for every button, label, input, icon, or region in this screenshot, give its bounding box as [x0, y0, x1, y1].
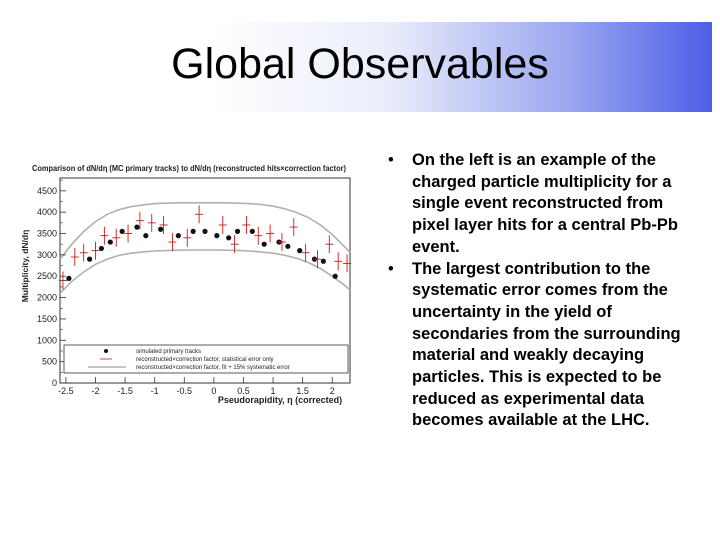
band-upper-line	[59, 202, 351, 260]
data-point-cross	[277, 233, 286, 252]
data-point-cross	[254, 226, 263, 245]
data-point-cross	[195, 205, 204, 224]
y-tick-label: 2500	[37, 271, 57, 281]
x-tick-label: 0.5	[237, 386, 250, 396]
y-tick-label: 4500	[37, 186, 57, 196]
data-point-dot	[86, 256, 93, 262]
data-point-dot	[158, 226, 164, 232]
data-point-dot	[202, 228, 208, 234]
data-point-cross	[301, 243, 310, 262]
x-tick-label: 1.5	[296, 386, 309, 396]
y-tick-label: 4000	[37, 207, 57, 217]
data-point-dot	[234, 228, 241, 234]
slide-title: Global Observables	[171, 40, 549, 88]
data-point-cross	[70, 248, 79, 267]
axis-ticks: 0 500 1000 1500 2000 2500 3000 3500 4000 4500 -2.5…	[37, 179, 335, 396]
x-tick-label: -0.5	[177, 386, 193, 396]
data-point-cross	[168, 233, 177, 252]
bullet-marker: •	[388, 259, 394, 278]
chart-x-axis-label: Pseudorapidity, η (corrected)	[218, 395, 342, 405]
data-point-dot	[320, 258, 326, 264]
data-point-cross	[183, 228, 192, 247]
data-marks	[58, 205, 352, 290]
legend-label: reconstructed×correction factor, statist…	[136, 357, 274, 363]
chart-title: Comparison of dN/dη (MC primary tracks) …	[32, 164, 346, 173]
data-point-cross	[334, 252, 343, 271]
data-point-dot	[119, 228, 125, 234]
data-point-dot	[249, 228, 255, 234]
data-point-dot	[134, 224, 140, 230]
data-point-dot	[297, 248, 303, 254]
chart-y-axis-label: Multiplicity, dN/dη	[20, 230, 30, 303]
data-point-cross	[289, 218, 298, 237]
bullet-item: • The largest contribution to the systema…	[388, 259, 688, 433]
data-point-cross	[230, 235, 239, 254]
data-point-cross	[79, 243, 88, 262]
data-point-dot	[261, 241, 267, 247]
legend: simulated primary tracks reconstructed×c…	[63, 344, 349, 374]
x-tick-label: -2	[92, 386, 100, 396]
x-tick-label: 0	[211, 386, 216, 396]
legend-dot-marker	[104, 349, 108, 353]
x-tick-label: -2.5	[58, 386, 74, 396]
bullet-marker: •	[388, 151, 394, 169]
data-point-cross	[135, 211, 144, 230]
data-point-dot	[98, 245, 105, 252]
legend-label: simulated primary tracks	[136, 349, 201, 355]
data-point-cross	[147, 213, 156, 232]
data-point-cross	[112, 228, 121, 247]
data-point-cross	[266, 224, 275, 243]
data-point-cross	[343, 254, 352, 273]
data-point-dot	[66, 275, 72, 281]
bullet-text: The largest contribution to the systemat…	[412, 259, 681, 430]
title-bar	[0, 22, 712, 112]
data-point-cross	[58, 271, 67, 290]
y-tick-label: 3000	[37, 250, 57, 260]
y-tick-label: 2000	[37, 293, 57, 303]
x-tick-label: -1	[151, 386, 159, 396]
band-lower-line	[59, 249, 351, 294]
bullet-text: On the left is an example of the charged…	[412, 151, 678, 256]
data-point-dot	[285, 243, 291, 249]
data-point-cross	[242, 215, 251, 234]
data-point-cross	[325, 235, 334, 254]
data-point-dot	[226, 235, 232, 241]
y-tick-label: 1000	[37, 335, 57, 345]
data-point-cross	[159, 215, 168, 234]
bullet-item: • On the left is an example of the charge…	[388, 150, 688, 259]
data-point-dot	[143, 233, 149, 239]
legend-label: reconstructed×correction factor, fit + 1…	[136, 365, 290, 371]
y-tick-label: 500	[42, 357, 57, 367]
data-point-cross	[91, 241, 100, 260]
data-point-cross	[218, 215, 227, 234]
multiplicity-chart: Comparison of dN/dη (MC primary tracks) …	[20, 164, 352, 405]
data-point-dot	[190, 228, 196, 234]
x-tick-label: 2	[330, 386, 335, 396]
data-point-dot	[107, 239, 113, 245]
data-point-dot	[175, 233, 181, 239]
y-tick-label: 1500	[37, 314, 57, 324]
data-point-cross	[313, 250, 322, 269]
data-point-cross	[100, 226, 109, 245]
data-point-dot	[332, 273, 338, 279]
x-tick-label: 1	[271, 386, 276, 396]
x-tick-label: -1.5	[117, 386, 133, 396]
y-tick-label: 3500	[37, 229, 57, 239]
y-tick-label: 0	[52, 378, 57, 388]
data-point-dot	[214, 233, 220, 239]
systematic-band	[59, 202, 351, 294]
bullet-list: • On the left is an example of the charge…	[388, 150, 688, 432]
data-point-cross	[124, 224, 133, 243]
